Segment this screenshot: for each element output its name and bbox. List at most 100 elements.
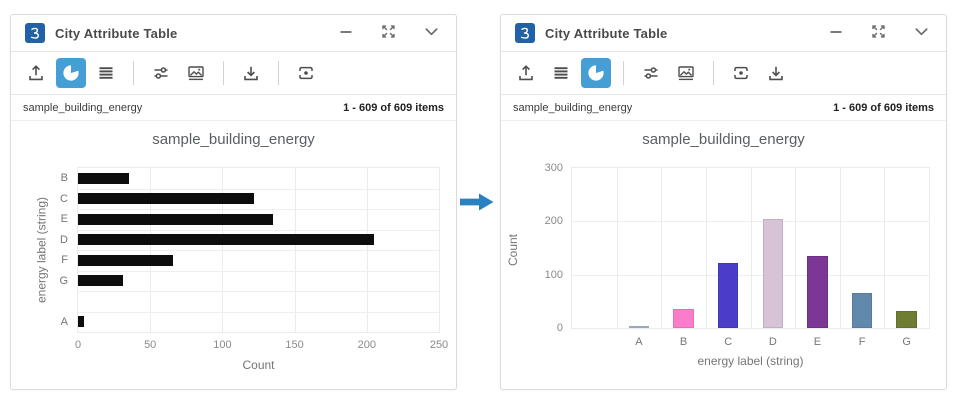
plot-area: 0 50 100 150 200 250 B C E D F G A Count (59, 167, 448, 372)
attribute-table-window-right: City Attribute Table sample_building_ene… (500, 14, 947, 390)
toolbar-separator (623, 61, 624, 85)
download-button[interactable] (761, 58, 791, 88)
category-label: A (635, 336, 643, 348)
y-axis-label: Count (506, 233, 521, 266)
category-label: B (679, 336, 688, 348)
expand-button[interactable] (868, 21, 889, 45)
bar (78, 234, 375, 246)
category-label: C (60, 192, 68, 205)
gridline (78, 209, 439, 210)
category-label: E (60, 213, 68, 226)
category-label: F (61, 254, 68, 267)
window-controls (336, 21, 442, 45)
expand-icon (380, 23, 397, 43)
category-label: G (902, 336, 911, 348)
collapse-button[interactable] (911, 21, 932, 45)
toolbar-separator (223, 61, 224, 85)
horizontal-bar-chart: sample_building_energy 0 50 100 150 200 250 B C E… (11, 120, 456, 389)
status-bar: sample_building_energy 1 - 609 of 609 it… (11, 95, 456, 120)
y-tick-label: 300 (544, 162, 563, 174)
bar (78, 254, 174, 266)
upload-button[interactable] (511, 58, 541, 88)
category-label: D (60, 233, 68, 246)
x-tick-label: 0 (74, 339, 82, 351)
bar (717, 262, 739, 328)
image-button[interactable] (671, 58, 701, 88)
focus-button[interactable] (726, 58, 756, 88)
x-tick-label: 250 (429, 339, 449, 351)
sliders-button[interactable] (636, 58, 666, 88)
image-icon (676, 63, 696, 83)
sliders-icon (151, 63, 171, 83)
list-button[interactable] (91, 58, 121, 88)
gridline (78, 311, 439, 313)
gridline (750, 168, 752, 328)
bar (762, 218, 784, 328)
bar (628, 325, 650, 328)
category-label: B (60, 172, 68, 185)
expand-icon (870, 23, 887, 43)
bar (78, 275, 123, 287)
layer-name: sample_building_energy (23, 101, 143, 114)
pie-chart-icon (61, 63, 81, 83)
app-logo-icon (25, 23, 45, 43)
pie-chart-button[interactable] (581, 58, 611, 88)
image-button[interactable] (181, 58, 211, 88)
pie-chart-button[interactable] (56, 58, 86, 88)
bar (807, 256, 828, 328)
gridline (78, 188, 439, 190)
toolbar (501, 52, 946, 95)
x-tick-label: 200 (357, 339, 376, 351)
list-button[interactable] (546, 58, 576, 88)
chart-title: sample_building_energy (642, 131, 805, 148)
minimize-button[interactable] (826, 22, 846, 45)
focus-icon (296, 63, 316, 83)
collapse-button[interactable] (421, 21, 442, 45)
bar (673, 309, 694, 328)
category-label: A (60, 315, 68, 328)
gridline (705, 168, 707, 328)
status-bar: sample_building_energy 1 - 609 of 609 it… (501, 95, 946, 120)
category-label: C (724, 336, 733, 348)
bar (851, 292, 873, 328)
focus-icon (731, 63, 751, 83)
bar (78, 316, 84, 328)
upload-icon (516, 63, 536, 83)
focus-button[interactable] (291, 58, 321, 88)
minimize-icon (338, 24, 354, 43)
category-label: G (59, 274, 68, 287)
pie-chart-icon (586, 63, 606, 83)
title-bar: City Attribute Table (501, 15, 946, 52)
y-axis-label: energy label (string) (34, 196, 49, 303)
minimize-button[interactable] (336, 22, 356, 45)
upload-button[interactable] (21, 58, 51, 88)
chart-title: sample_building_energy (152, 131, 315, 148)
sliders-icon (641, 63, 661, 83)
app-logo-icon (515, 23, 535, 43)
toolbar-separator (278, 61, 279, 85)
chevron-down-icon (913, 23, 930, 43)
chevron-down-icon (423, 23, 440, 43)
transform-arrow-icon (460, 193, 494, 211)
download-button[interactable] (236, 58, 266, 88)
gridline (78, 291, 439, 292)
x-tick-label: 150 (285, 339, 304, 351)
expand-button[interactable] (378, 21, 399, 45)
bar (78, 172, 129, 184)
layer-name: sample_building_energy (513, 101, 633, 114)
gridline (78, 229, 439, 231)
x-axis-label: energy label (string) (697, 354, 804, 368)
attribute-table-window-left: City Attribute Table sample_building_ene… (10, 14, 457, 390)
items-count: 1 - 609 of 609 items (833, 101, 934, 114)
toolbar-separator (713, 61, 714, 85)
items-count: 1 - 609 of 609 items (343, 101, 444, 114)
x-tick-label: 50 (144, 339, 157, 351)
list-icon (551, 63, 571, 83)
gridline (839, 168, 841, 328)
window-title: City Attribute Table (545, 25, 668, 41)
toolbar (11, 52, 456, 95)
window-controls (826, 21, 932, 45)
sliders-button[interactable] (146, 58, 176, 88)
